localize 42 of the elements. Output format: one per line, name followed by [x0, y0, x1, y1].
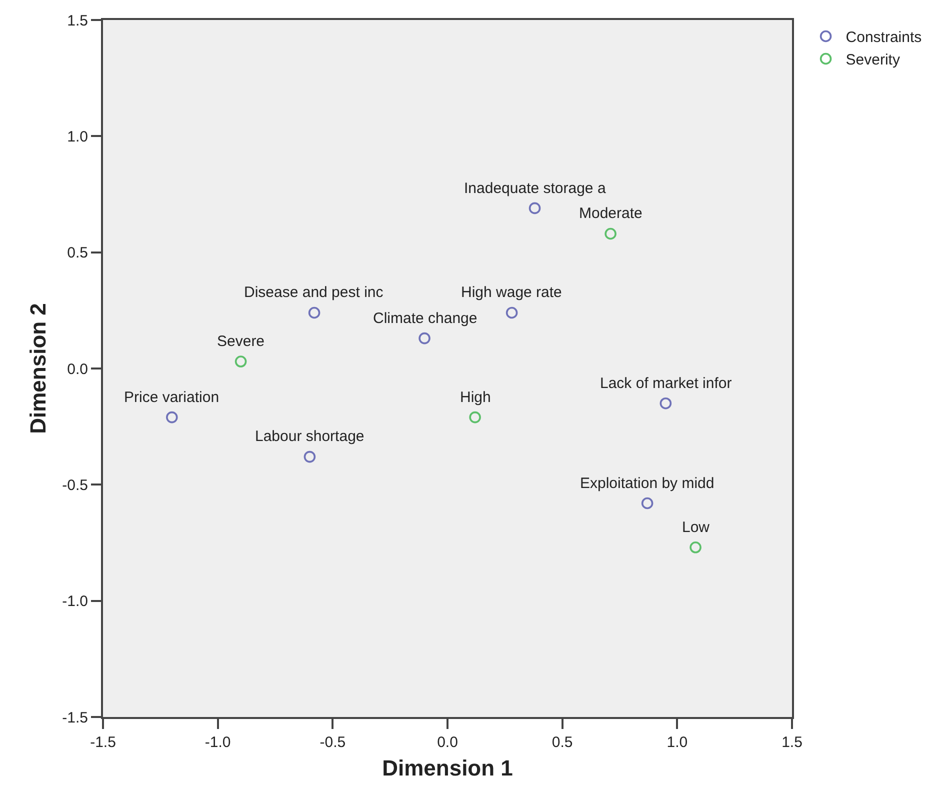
- point: [304, 450, 316, 463]
- y-tick-label: -0.5: [62, 476, 88, 494]
- point: [528, 202, 541, 214]
- point: [641, 497, 654, 510]
- point: [234, 356, 247, 368]
- y-tick-label: -1.5: [62, 709, 88, 726]
- y-tick-label: -1.0: [62, 593, 88, 610]
- annotation: Labour shortage: [255, 428, 364, 445]
- y-tick-label: 1.5: [67, 12, 88, 30]
- point: [660, 397, 672, 410]
- legend-label: Severity: [846, 52, 900, 69]
- x-tick-label: -1.5: [90, 734, 116, 751]
- x-tick-label: -1.0: [204, 734, 231, 751]
- point: [690, 542, 702, 554]
- point: [166, 411, 178, 424]
- annotation: Lack of market infor: [600, 375, 732, 392]
- point: [506, 306, 518, 319]
- annotation: Moderate: [579, 205, 642, 222]
- annotation: High wage rate: [461, 284, 562, 301]
- annotation: Low: [682, 519, 710, 536]
- x-tick-label: 1.5: [782, 734, 802, 751]
- annotation: Climate change: [373, 310, 478, 327]
- annotation: Price variation: [124, 389, 220, 406]
- legend-label: Constraints: [846, 29, 922, 46]
- y-tick-label: 0.0: [67, 360, 88, 378]
- annotation: Exploitation by midd: [580, 475, 714, 492]
- x-tick-label: 0.0: [437, 734, 458, 751]
- y-axis-title: Dimension 2: [25, 303, 50, 434]
- x-tick-label: 0.5: [552, 734, 573, 751]
- point: [604, 228, 616, 240]
- annotation: Inadequate storage a: [464, 180, 606, 197]
- x-tick-label: 1.0: [666, 734, 688, 751]
- annotation: High: [460, 389, 491, 406]
- annotation: Severe: [217, 333, 265, 350]
- y-tick-label: 1.0: [67, 128, 88, 146]
- x-axis-title: Dimension 1: [382, 755, 513, 780]
- y-tick-label: 0.5: [67, 244, 88, 262]
- point: [308, 306, 320, 319]
- point: [418, 332, 430, 344]
- annotation: Disease and pest inc: [244, 284, 384, 301]
- x-tick-label: -0.5: [320, 734, 346, 751]
- point: [469, 411, 481, 424]
